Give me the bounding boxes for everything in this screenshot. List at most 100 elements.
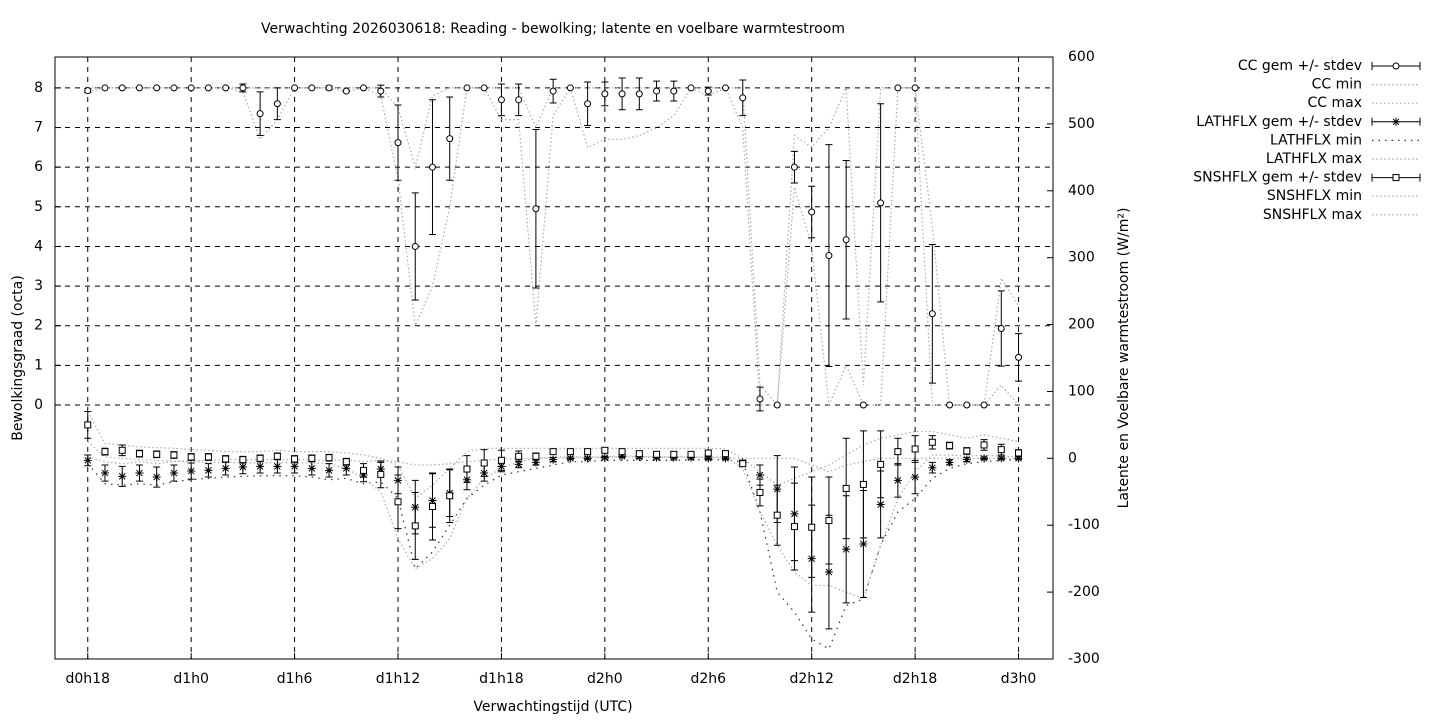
data-point: [394, 139, 402, 147]
data-point: [118, 84, 126, 92]
data-point: [204, 453, 212, 461]
legend-label: SNSHFLX gem +/- stdev: [1193, 170, 1362, 186]
legend-marker: [1392, 62, 1400, 70]
data-point: [497, 96, 505, 104]
data-point: [618, 448, 626, 456]
data-point: [825, 517, 833, 525]
y2-tick-label: 400: [1068, 183, 1095, 199]
data-point: [273, 462, 282, 471]
legend-label: LATHFLX min: [1270, 132, 1362, 148]
data-point: [446, 492, 454, 500]
y2-tick-label: 100: [1068, 383, 1095, 399]
chart-title: Verwachting 2026030618: Reading - bewolk…: [261, 21, 845, 37]
data-point: [928, 310, 936, 318]
y2-tick-label: 600: [1068, 49, 1095, 65]
y2-axis-label: Latente en Voelbare warmtestroom (W/m²): [1116, 208, 1132, 509]
data-point: [342, 458, 350, 466]
data-point: [601, 90, 609, 98]
data-point: [411, 522, 419, 530]
data-point: [687, 450, 695, 458]
data-point: [722, 84, 730, 92]
data-point: [618, 452, 627, 461]
x-tick-label: d1h6: [277, 671, 313, 687]
data-point: [808, 208, 816, 216]
data-point: [911, 84, 919, 92]
data-point: [531, 458, 540, 467]
data-point: [722, 450, 730, 458]
data-point: [221, 464, 230, 473]
data-point: [84, 87, 92, 95]
data-point: [394, 498, 402, 506]
data-point: [877, 460, 885, 468]
data-point: [170, 84, 178, 92]
data-point: [1015, 353, 1023, 361]
data-point: [1015, 449, 1023, 457]
data-point: [187, 467, 196, 476]
data-point: [653, 450, 661, 458]
data-point: [307, 464, 316, 473]
data-point: [256, 462, 265, 471]
data-point: [549, 448, 557, 456]
data-point: [980, 401, 988, 409]
data-point: [360, 84, 368, 92]
data-point: [928, 463, 937, 472]
data-point: [135, 84, 143, 92]
data-point: [824, 568, 833, 577]
legend-label: SNSHFLX max: [1263, 207, 1362, 223]
data-point: [704, 449, 712, 457]
data-point: [842, 484, 850, 492]
data-point: [84, 421, 92, 429]
plot-border: [54, 56, 1054, 660]
data-point: [842, 236, 850, 244]
data-point: [480, 84, 488, 92]
data-point: [773, 401, 781, 409]
data-point: [704, 87, 712, 95]
data-point: [876, 500, 885, 509]
y2-tick-label: 200: [1068, 317, 1095, 333]
legend-label: CC max: [1307, 95, 1362, 111]
data-point: [118, 472, 127, 481]
data-point: [101, 84, 109, 92]
legend-label: LATHFLX gem +/- stdev: [1196, 114, 1362, 130]
data-point: [256, 454, 264, 462]
data-point: [290, 462, 299, 471]
data-point: [894, 448, 902, 456]
data-point: [962, 455, 971, 464]
data-point: [83, 456, 92, 465]
range-line: [87, 459, 1019, 650]
data-point: [169, 469, 178, 478]
data-point: [601, 446, 609, 454]
data-point: [704, 454, 713, 463]
data-point: [187, 453, 195, 461]
x-tick-label: d1h12: [376, 671, 420, 687]
data-point: [584, 100, 592, 108]
data-point: [980, 454, 989, 463]
data-point: [308, 454, 316, 462]
data-point: [273, 452, 281, 460]
data-point: [100, 469, 109, 478]
data-point: [894, 84, 902, 92]
data-point: [377, 470, 385, 478]
legend-marker: [1392, 174, 1400, 182]
data-point: [101, 448, 109, 456]
data-point: [222, 455, 230, 463]
data-point: [463, 465, 471, 473]
data-point: [187, 84, 195, 92]
y2-tick-label: -200: [1068, 584, 1100, 600]
data-point: [1014, 454, 1023, 463]
x-tick-label: d0h18: [66, 671, 110, 687]
data-point: [755, 471, 764, 480]
data-point: [170, 451, 178, 459]
data-point: [635, 90, 643, 98]
data-point: [618, 90, 626, 98]
data-point: [997, 446, 1005, 454]
data-point: [273, 100, 281, 108]
data-point: [291, 84, 299, 92]
data-point: [773, 511, 781, 519]
data-point: [342, 87, 350, 95]
y2-tick-label: -100: [1068, 517, 1100, 533]
data-point: [997, 454, 1006, 463]
x-tick-label: d2h6: [690, 671, 726, 687]
legend-label: CC min: [1312, 77, 1362, 93]
